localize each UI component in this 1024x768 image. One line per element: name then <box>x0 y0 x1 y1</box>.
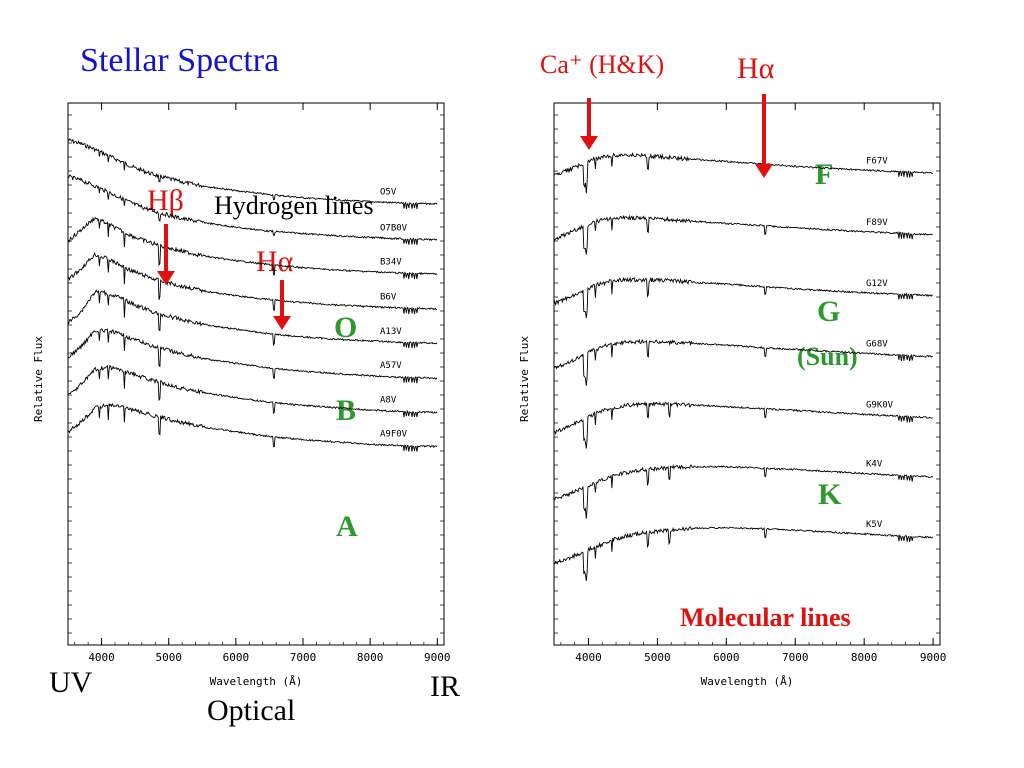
h-alpha-right-label: Hα <box>737 52 775 85</box>
h-alpha-left-arrow-head <box>273 316 291 330</box>
series-label-k4v: K4V <box>866 460 883 470</box>
x-tick-label: 9000 <box>424 651 451 664</box>
series-label-b34v: B34V <box>380 258 402 268</box>
class-a-label: A <box>336 510 358 543</box>
spectrum-line-g9k0v <box>553 401 933 449</box>
sun-label: (Sun) <box>797 342 858 371</box>
h-alpha-right-arrow-head <box>755 164 773 178</box>
series-label-a8v: A8V <box>380 395 397 405</box>
series-label-g12v: G12V <box>866 279 888 289</box>
spectrum-line-b6v <box>67 251 438 315</box>
h-beta-label: Hβ <box>147 184 184 217</box>
ca-hk-arrow-head <box>580 136 598 150</box>
y-axis-label: Relative Flux <box>32 336 45 422</box>
x-tick-label: 5000 <box>155 651 182 664</box>
class-b-label: B <box>336 394 357 427</box>
spectrum-line-a57v <box>67 328 438 384</box>
spectrum-line-b34v <box>67 216 438 280</box>
spectrum-line-g68v <box>553 338 934 386</box>
spectrum-line-a8v <box>67 364 438 418</box>
spectrum-line-g12v <box>553 276 933 318</box>
spectrum-line-f67v <box>553 151 933 194</box>
series-label-f67v: F67V <box>866 156 888 166</box>
plot-frame-left <box>67 102 445 646</box>
slide-title: Stellar Spectra <box>80 42 280 79</box>
molecular-lines-label: Molecular lines <box>680 603 851 632</box>
x-tick-label: 4000 <box>575 651 602 664</box>
series-label-a57v: A57V <box>380 361 402 371</box>
series-label-a9f0v: A9F0V <box>380 430 408 440</box>
class-k-label: K <box>818 478 842 511</box>
class-o-label: O <box>334 311 358 344</box>
x-tick-label: 5000 <box>644 651 671 664</box>
x-tick-label: 7000 <box>782 651 809 664</box>
series-label-b6v: B6V <box>380 293 397 303</box>
spectrum-line-a9f0v <box>67 402 438 452</box>
x-tick-label: 7000 <box>290 651 317 664</box>
y-axis-label: Relative Flux <box>518 336 531 422</box>
x-axis-label: Wavelength (Å) <box>701 675 794 688</box>
ir-label: IR <box>430 670 460 703</box>
x-tick-label: 4000 <box>88 651 115 664</box>
spectrum-line-f89v <box>553 214 933 255</box>
x-tick-label: 6000 <box>713 651 740 664</box>
x-axis-label: Wavelength (Å) <box>210 675 303 688</box>
plot-frame-right <box>553 102 941 646</box>
x-tick-label: 8000 <box>851 651 878 664</box>
x-tick-label: 6000 <box>223 651 250 664</box>
series-label-g9k0v: G9K0V <box>866 400 894 410</box>
series-label-k5v: K5V <box>866 520 883 530</box>
series-label-o5v: O5V <box>380 188 397 198</box>
spectrum-line-k5v <box>553 525 934 582</box>
series-label-f89v: F89V <box>866 218 888 228</box>
spectrum-line-o5v <box>67 138 438 210</box>
spectrum-line-o7b0v <box>67 174 438 245</box>
class-g-label: G <box>817 295 841 328</box>
spectrum-line-k4v <box>553 464 934 519</box>
x-tick-label: 9000 <box>920 651 947 664</box>
ca-hk-label: Ca⁺ (H&K) <box>540 50 665 79</box>
spectrum-line-a13v <box>67 289 438 349</box>
x-tick-label: 8000 <box>357 651 384 664</box>
series-label-a13v: A13V <box>380 327 402 337</box>
series-label-o7b0v: O7B0V <box>380 224 408 234</box>
uv-label: UV <box>49 666 93 699</box>
optical-label: Optical <box>207 694 296 727</box>
h-beta-arrow-head <box>157 271 175 285</box>
series-label-g68v: G68V <box>866 339 888 349</box>
